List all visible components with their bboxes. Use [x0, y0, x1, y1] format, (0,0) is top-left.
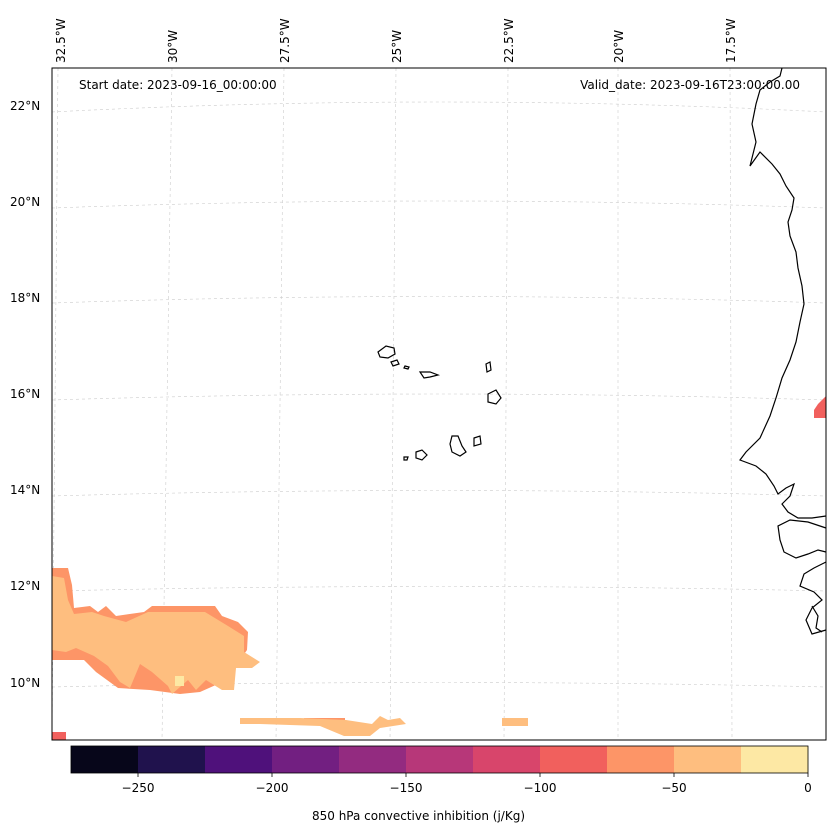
colorbar-segment — [473, 746, 541, 773]
lon-label-17-5w: 17.5°W — [724, 18, 738, 63]
valid-date-annotation: Valid_date: 2023-09-16T23:00:00.00 — [580, 78, 800, 92]
lat-label-12n: 12°N — [10, 579, 41, 593]
colorbar-segment — [272, 746, 340, 773]
cin-filled-contours — [52, 396, 826, 740]
coastlines — [739, 67, 827, 635]
colorbar-segment — [406, 746, 474, 773]
island-brava — [403, 456, 409, 461]
coast-gambia-guinea — [777, 519, 827, 559]
lat-label-20n: 20°N — [10, 195, 41, 209]
start-date-annotation: Start date: 2023-09-16_00:00:00 — [79, 78, 277, 92]
colorbar-tick-label: −200 — [255, 781, 289, 795]
lon-label-32-5w: 32.5°W — [54, 18, 68, 63]
cabo-verde-islands — [377, 345, 502, 461]
island-boa-vista — [487, 389, 502, 405]
island-sao-nicolau — [418, 371, 441, 379]
colorbar-tick-label: −150 — [389, 781, 423, 795]
coast-guinea-south — [799, 561, 827, 635]
island-santiago — [449, 435, 467, 457]
lon-label-20w: 20°W — [612, 29, 626, 63]
colorbar-tick-label: 0 — [804, 781, 812, 795]
lat-label-18n: 18°N — [10, 291, 41, 305]
colorbar-tick-label: −250 — [121, 781, 155, 795]
colorbar-segment — [339, 746, 407, 773]
cin-contour-east — [814, 396, 826, 418]
lat-label-16n: 16°N — [10, 387, 41, 401]
lat-label-14n: 14°N — [10, 483, 41, 497]
colorbar-segment — [607, 746, 675, 773]
colorbar — [70, 745, 809, 777]
lon-label-22-5w: 22.5°W — [502, 18, 516, 63]
cin-contour-pale — [175, 676, 184, 686]
colorbar-tick-label: −100 — [523, 781, 557, 795]
lon-label-30w: 30°W — [166, 29, 180, 63]
map-frame — [51, 67, 827, 741]
cin-contour-corner — [52, 732, 66, 740]
lat-label-22n: 22°N — [10, 99, 41, 113]
cin-contour-light-orange — [52, 576, 260, 694]
coast-east-inlet — [811, 605, 823, 633]
lon-label-27-5w: 27.5°W — [278, 18, 292, 63]
island-maio — [473, 435, 482, 447]
colorbar-segment — [540, 746, 608, 773]
cin-contour-south-strip-2 — [502, 718, 528, 726]
colorbar-frame — [70, 745, 809, 774]
colorbar-segment — [205, 746, 273, 773]
island-fogo — [415, 449, 428, 461]
island-sao-vicente — [390, 359, 400, 367]
island-santo-antao — [377, 345, 396, 359]
lat-label-10n: 10°N — [10, 676, 41, 690]
lon-label-25w: 25°W — [390, 29, 404, 63]
colorbar-label: 850 hPa convective inhibition (j/Kg) — [311, 809, 525, 823]
colorbar-tick-label: −50 — [661, 781, 687, 795]
island-sal — [485, 361, 492, 373]
colorbar-segment — [741, 746, 809, 773]
cin-contour-south-strip — [240, 716, 406, 736]
island-santa-luzia — [403, 365, 410, 370]
colorbar-segment — [674, 746, 742, 773]
african-coastline — [739, 67, 827, 519]
colorbar-segment — [138, 746, 206, 773]
colorbar-segment — [71, 746, 139, 773]
